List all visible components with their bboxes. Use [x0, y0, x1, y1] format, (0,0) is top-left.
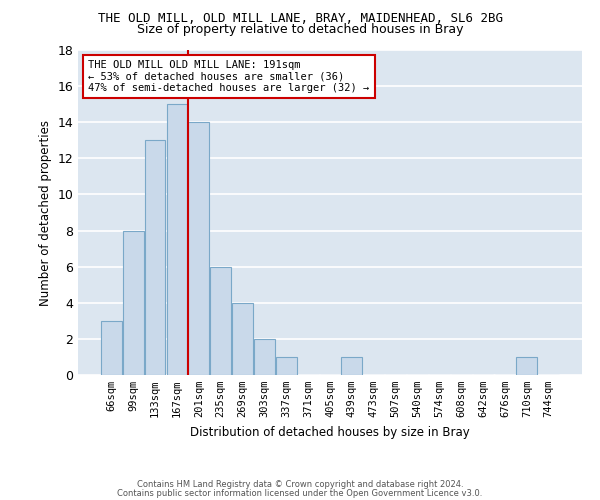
- Bar: [276, 357, 296, 375]
- Text: Contains HM Land Registry data © Crown copyright and database right 2024.: Contains HM Land Registry data © Crown c…: [137, 480, 463, 489]
- Text: THE OLD MILL OLD MILL LANE: 191sqm
← 53% of detached houses are smaller (36)
47%: THE OLD MILL OLD MILL LANE: 191sqm ← 53%…: [88, 60, 370, 93]
- Bar: [123, 230, 143, 375]
- Bar: [188, 122, 209, 375]
- Bar: [254, 339, 275, 375]
- Bar: [167, 104, 187, 375]
- Bar: [210, 266, 231, 375]
- Bar: [517, 357, 537, 375]
- Bar: [145, 140, 166, 375]
- Y-axis label: Number of detached properties: Number of detached properties: [39, 120, 52, 306]
- Text: Contains public sector information licensed under the Open Government Licence v3: Contains public sector information licen…: [118, 488, 482, 498]
- Bar: [232, 303, 253, 375]
- Bar: [341, 357, 362, 375]
- Text: THE OLD MILL, OLD MILL LANE, BRAY, MAIDENHEAD, SL6 2BG: THE OLD MILL, OLD MILL LANE, BRAY, MAIDE…: [97, 12, 503, 26]
- Bar: [101, 321, 122, 375]
- X-axis label: Distribution of detached houses by size in Bray: Distribution of detached houses by size …: [190, 426, 470, 438]
- Text: Size of property relative to detached houses in Bray: Size of property relative to detached ho…: [137, 22, 463, 36]
